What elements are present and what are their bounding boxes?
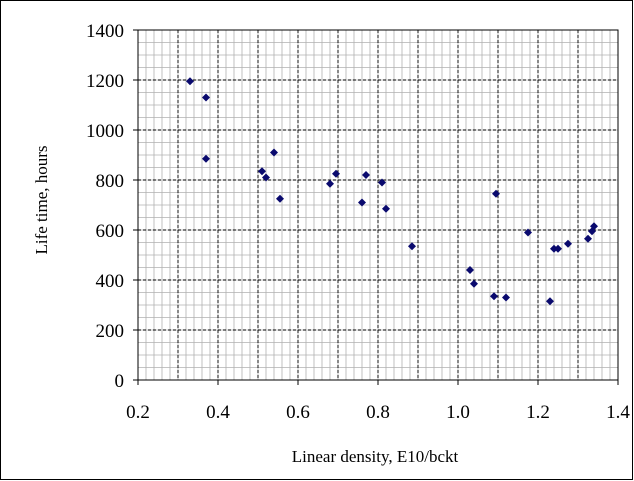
x-tick-label: 1.4 — [606, 402, 630, 423]
x-tick-label: 0.2 — [126, 402, 150, 423]
data-point — [502, 293, 510, 302]
data-point — [276, 194, 284, 203]
data-point — [202, 93, 210, 102]
data-point — [470, 279, 478, 288]
data-point — [362, 171, 370, 179]
data-point — [186, 77, 194, 86]
y-tick-label: 1400 — [86, 21, 124, 42]
major-grid — [138, 30, 618, 380]
data-point — [466, 266, 474, 274]
data-point — [378, 178, 386, 187]
data-point — [326, 179, 334, 188]
data-point — [590, 222, 598, 231]
data-point — [358, 198, 366, 207]
data-point — [584, 234, 592, 243]
data-point — [270, 148, 278, 157]
y-tick-label: 800 — [96, 171, 125, 192]
y-tick-label: 200 — [96, 321, 125, 342]
y-tick-label: 0 — [115, 371, 125, 392]
y-tick-label: 600 — [96, 221, 125, 242]
data-point — [554, 244, 562, 253]
data-point — [492, 189, 500, 198]
y-tick-label: 400 — [96, 271, 125, 292]
y-axis-title: Life time, hours — [32, 145, 51, 254]
data-point — [490, 292, 498, 301]
x-tick-label: 0.8 — [366, 402, 390, 423]
x-tick-label: 1.0 — [446, 402, 470, 423]
y-tick-label: 1200 — [86, 71, 124, 92]
y-axis-tick-labels: 0 200 400 600 800 1000 1200 1400 — [86, 21, 138, 392]
data-point — [332, 169, 340, 178]
data-point — [202, 154, 210, 163]
data-points — [186, 77, 598, 306]
x-axis-tick-labels: 0.2 0.4 0.6 0.8 1.0 1.2 1.4 — [126, 380, 630, 423]
x-axis-title: Linear density, E10/bckt — [292, 447, 459, 466]
data-point — [258, 167, 266, 176]
data-point — [524, 228, 532, 237]
data-point — [408, 242, 416, 251]
x-tick-label: 1.2 — [526, 402, 550, 423]
data-point — [262, 173, 270, 182]
data-point — [564, 239, 572, 248]
data-point — [546, 297, 554, 306]
x-tick-label: 0.4 — [206, 402, 230, 423]
data-point — [382, 204, 390, 213]
x-tick-label: 0.6 — [286, 402, 310, 423]
y-tick-label: 1000 — [86, 121, 124, 142]
